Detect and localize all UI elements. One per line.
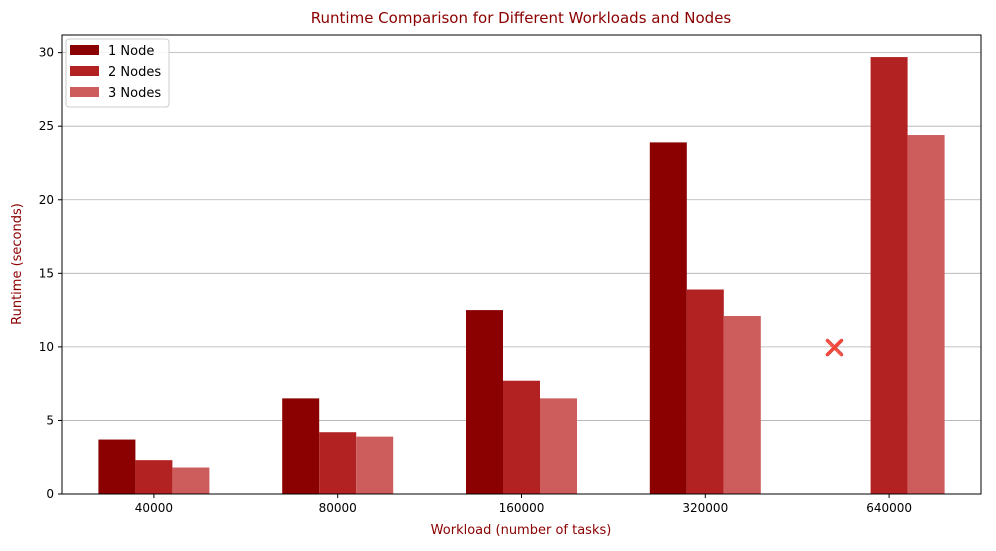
annotation-mark: ❌ xyxy=(825,338,845,357)
bar xyxy=(319,432,357,494)
bar xyxy=(540,398,577,494)
y-tick-label: 30 xyxy=(39,46,54,60)
bar xyxy=(870,57,908,494)
bar xyxy=(135,460,173,494)
bar xyxy=(356,436,394,494)
y-tick-label: 15 xyxy=(39,266,54,280)
x-axis-label: Workload (number of tasks) xyxy=(431,523,612,538)
y-tick-label: 25 xyxy=(39,119,54,133)
bar xyxy=(723,315,761,494)
legend-label: 1 Node xyxy=(108,44,154,59)
legend-label: 3 Nodes xyxy=(108,86,161,101)
annotation: ❌ xyxy=(825,338,845,357)
y-tick-label: 0 xyxy=(46,487,54,501)
bar xyxy=(649,142,687,494)
legend-swatch xyxy=(70,87,99,97)
bar xyxy=(466,310,503,494)
y-tick-label: 20 xyxy=(39,193,54,207)
x-tick-label: 320000 xyxy=(682,501,728,515)
y-axis-label: Runtime (seconds) xyxy=(10,203,25,325)
x-tick-label: 160000 xyxy=(499,501,545,515)
bar xyxy=(98,439,136,494)
bar xyxy=(686,289,724,494)
legend-swatch xyxy=(70,45,99,55)
bar xyxy=(907,135,945,495)
y-axis: 0 5 10 15 20 25 30 xyxy=(39,46,62,501)
bar xyxy=(172,467,210,494)
x-axis: 40000 80000 160000 320000 640000 xyxy=(135,494,912,515)
bars xyxy=(98,57,945,495)
legend: 1 Node 2 Nodes 3 Nodes xyxy=(65,38,170,108)
x-tick-label: 80000 xyxy=(319,501,357,515)
legend-label: 2 Nodes xyxy=(108,65,161,80)
chart-title: Runtime Comparison for Different Workloa… xyxy=(311,9,732,27)
y-gridlines xyxy=(62,52,981,495)
y-tick-label: 5 xyxy=(46,413,54,427)
x-tick-label: 40000 xyxy=(135,501,173,515)
y-tick-label: 10 xyxy=(39,340,54,354)
bar xyxy=(503,380,540,494)
x-tick-label: 640000 xyxy=(866,501,912,515)
bar xyxy=(282,398,320,494)
legend-swatch xyxy=(70,66,99,76)
